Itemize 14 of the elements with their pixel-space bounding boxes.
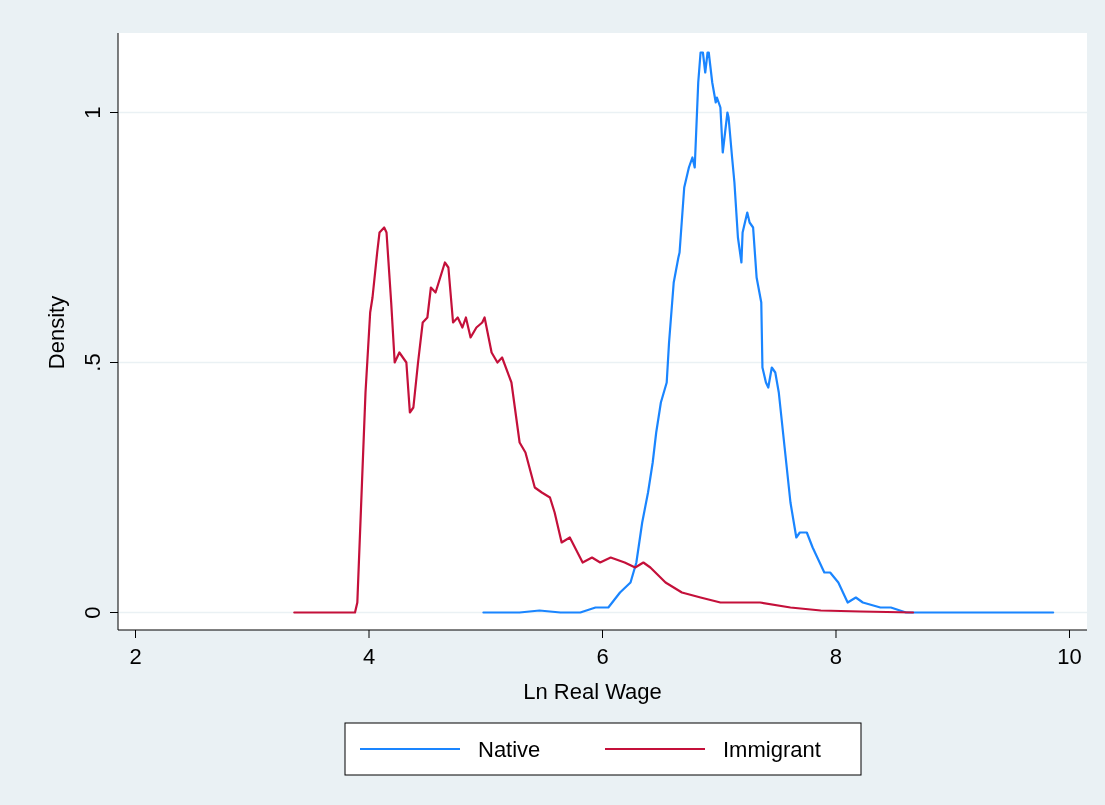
x-tick-label: 2 bbox=[129, 644, 142, 669]
x-tick-label: 10 bbox=[1057, 644, 1082, 669]
line-series bbox=[482, 51, 1055, 614]
legend-label: Immigrant bbox=[723, 737, 821, 762]
y-tick-label: 0 bbox=[80, 606, 105, 619]
x-tick-label: 6 bbox=[596, 644, 609, 669]
x-axis-title: Ln Real Wage bbox=[523, 679, 662, 704]
x-tick-label: 4 bbox=[362, 644, 376, 669]
legend-label: Native bbox=[478, 737, 541, 762]
line-series bbox=[293, 226, 915, 614]
y-axis-title: Density bbox=[44, 295, 69, 370]
y-tick-label: 1 bbox=[80, 106, 105, 119]
x-tick-label: 8 bbox=[829, 644, 843, 669]
y-tick-label: .5 bbox=[80, 353, 105, 372]
